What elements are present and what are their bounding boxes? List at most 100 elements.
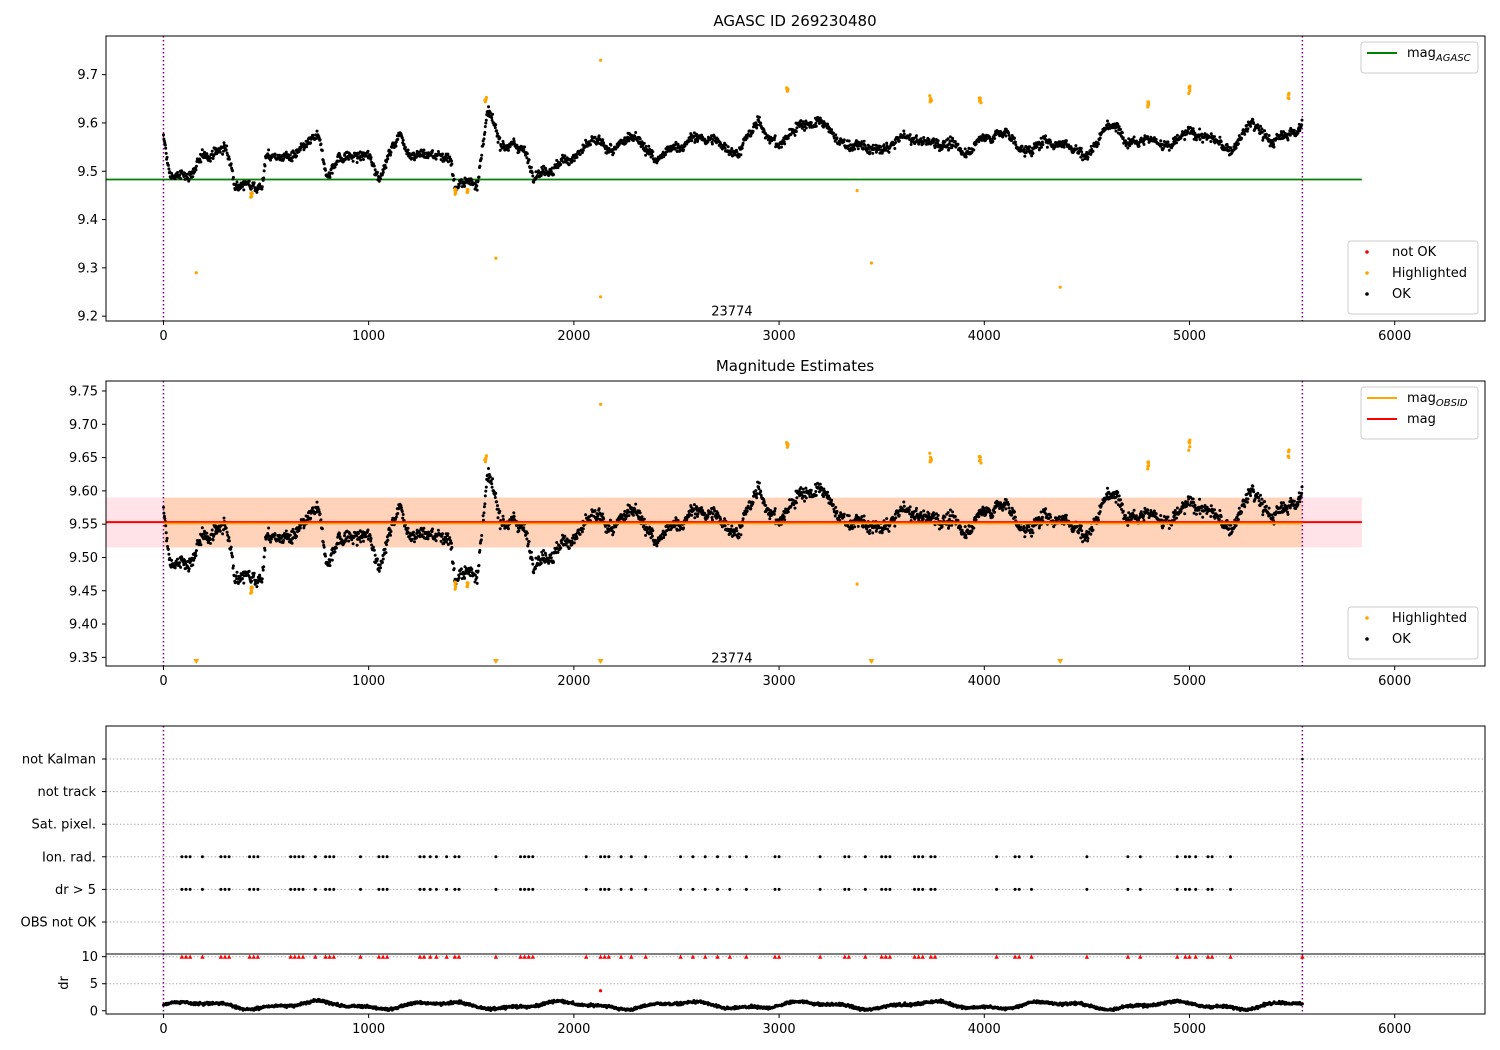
top-ok-point	[227, 157, 231, 161]
middle-ok-point	[1079, 524, 1083, 528]
top-ok-point	[800, 122, 804, 126]
top-ok-point	[225, 144, 229, 148]
middle-ok-point	[755, 492, 759, 496]
top-ok-point	[493, 126, 497, 130]
top-ok-point	[200, 148, 204, 152]
top-ok-point	[532, 180, 536, 184]
top-ok-point	[755, 123, 759, 127]
middle-ok-point	[208, 541, 212, 545]
middle-ok-point	[162, 505, 165, 509]
middle-ok-point	[789, 504, 793, 508]
top-highlighted-point	[453, 192, 457, 196]
middle-ok-point	[386, 534, 390, 537]
middle-ok-point	[218, 529, 222, 533]
top-ok-point	[710, 142, 714, 146]
top-ok-point	[527, 158, 531, 162]
middle-ok-point	[476, 569, 480, 573]
middle-ok-point	[847, 514, 851, 518]
middle-ok-point	[389, 533, 392, 537]
top-ytick-label: 9.6	[77, 116, 98, 131]
middle-ok-point	[1217, 518, 1221, 521]
top-ok-point	[452, 177, 456, 181]
top-ok-point	[227, 155, 231, 159]
middle-ok-point	[530, 558, 534, 562]
middle-ok-point	[814, 490, 818, 493]
top-ok-point	[972, 148, 976, 152]
middle-ok-point	[227, 536, 231, 539]
middle-ok-point	[479, 538, 483, 542]
top-ok-point	[450, 159, 453, 163]
top-ok-point	[1142, 142, 1146, 146]
top-ok-point	[887, 150, 891, 154]
top-ok-point	[490, 116, 494, 120]
middle-ok-point	[602, 517, 606, 521]
middle-ok-point	[233, 581, 237, 585]
top-ok-point	[849, 143, 853, 147]
top-ok-point	[203, 150, 206, 154]
top-ok-point	[1128, 144, 1132, 148]
middle-ok-point	[298, 526, 302, 530]
middle-ok-point	[337, 542, 341, 546]
middle-ok-point	[936, 517, 940, 521]
middle-ok-point	[735, 529, 739, 533]
middle-ok-point	[555, 541, 559, 544]
top-ok-point	[1098, 136, 1102, 140]
middle-ok-point	[972, 526, 976, 530]
top-ok-point	[572, 159, 576, 163]
middle-ok-point	[737, 535, 741, 539]
top-ok-point	[1040, 145, 1043, 149]
middle-ok-point	[292, 536, 295, 540]
middle-ok-point	[487, 467, 490, 470]
top-ok-point	[383, 163, 387, 167]
middle-ok-point	[977, 515, 981, 519]
top-highlighted-outlier	[1058, 285, 1062, 289]
top-ok-point	[1132, 135, 1136, 139]
top-ok-point	[260, 187, 264, 191]
top-ok-point	[1041, 143, 1045, 147]
top-ok-point	[381, 170, 385, 174]
middle-ok-point	[229, 545, 233, 549]
middle-ok-point	[560, 541, 564, 545]
top-ok-point	[868, 150, 872, 154]
middle-ok-point	[966, 528, 969, 532]
top-ok-point	[1039, 136, 1043, 140]
middle-ok-point	[745, 509, 749, 513]
top-ok-point	[369, 156, 373, 159]
middle-ok-point	[384, 551, 388, 555]
middle-ok-point	[915, 506, 918, 510]
top-ok-point	[267, 148, 271, 152]
middle-ok-point	[593, 509, 597, 513]
middle-ok-point	[290, 541, 294, 545]
top-ok-point	[609, 143, 613, 147]
middle-ok-point	[512, 511, 516, 515]
middle-ok-point	[322, 545, 326, 549]
top-ok-point	[777, 146, 781, 150]
middle-ok-point	[842, 512, 846, 516]
middle-ok-point	[773, 509, 777, 513]
top-ok-point	[859, 143, 863, 147]
middle-ok-point	[754, 489, 758, 493]
top-highlighted-point	[1146, 105, 1150, 109]
middle-ok-point	[856, 524, 860, 528]
top-ok-point	[162, 133, 165, 137]
middle-ok-point	[580, 530, 584, 534]
middle-ok-point	[194, 549, 198, 553]
middle-ok-point	[1106, 486, 1109, 490]
middle-ok-point	[633, 508, 637, 511]
middle-ok-point	[359, 540, 363, 544]
top-ok-point	[1249, 124, 1253, 128]
middle-ok-point	[278, 533, 281, 537]
middle-ok-point	[187, 567, 191, 571]
top-ok-point	[830, 128, 834, 132]
middle-ok-point	[927, 512, 931, 516]
middle-ok-point	[584, 513, 588, 517]
top-ok-point	[1198, 138, 1202, 141]
middle-ok-point	[324, 554, 327, 558]
top-ok-point	[1297, 122, 1301, 126]
middle-ok-point	[1010, 513, 1014, 517]
top-ok-point	[1119, 127, 1122, 131]
top-ok-point	[794, 130, 798, 133]
middle-ok-point	[1209, 504, 1213, 508]
middle-ok-point	[539, 561, 543, 565]
middle-ok-point	[439, 539, 443, 543]
